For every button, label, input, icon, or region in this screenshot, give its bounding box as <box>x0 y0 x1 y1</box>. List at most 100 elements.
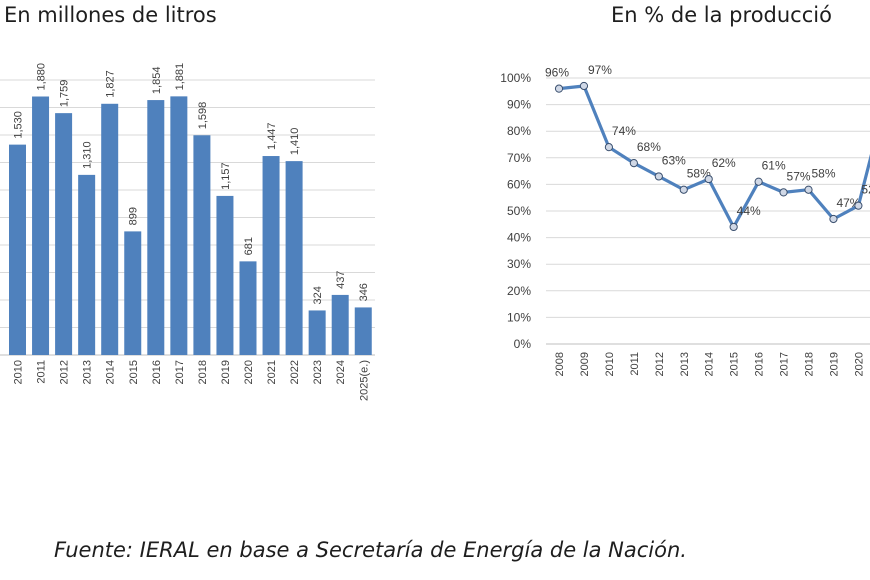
line-x-tick-label: 2016 <box>754 352 766 376</box>
bar-data-label: 1,854 <box>151 67 163 95</box>
bar-2021 <box>262 156 280 355</box>
bar-data-label: 1,759 <box>59 80 71 108</box>
bar-chart-title: En millones de litros <box>4 3 217 27</box>
line-data-label: 52% <box>861 183 870 197</box>
line-x-tick-label: 2017 <box>779 352 791 376</box>
bar-data-label: 1,827 <box>105 70 117 98</box>
line-y-tick-label: 50% <box>507 204 531 218</box>
line-data-label: 62% <box>712 156 736 170</box>
bar-2019 <box>216 195 234 355</box>
bar-2020 <box>239 261 257 355</box>
bar-data-label: 899 <box>128 207 140 225</box>
line-point-2010 <box>604 143 614 152</box>
line-x-tick-label: 2008 <box>554 352 566 376</box>
bar-data-label: 1,310 <box>82 141 94 169</box>
line-data-label: 68% <box>637 140 661 154</box>
bar-data-label: 1,880 <box>36 63 48 91</box>
line-data-label: 97% <box>588 63 612 77</box>
bar-2011 <box>32 96 50 355</box>
line-x-tick-label: 2014 <box>704 352 716 376</box>
line-y-tick-label: 70% <box>507 151 531 165</box>
line-point-2017 <box>779 188 788 197</box>
line-point-2019 <box>829 214 838 224</box>
bar-2023 <box>308 310 326 355</box>
line-point-2011 <box>629 159 638 168</box>
bar-x-tick-label: 2025(e.) <box>358 360 370 401</box>
line-data-label: 61% <box>762 159 786 173</box>
line-y-tick-label: 20% <box>507 284 531 298</box>
line-point-2020 <box>854 201 863 210</box>
line-x-tick-label: 2009 <box>579 352 591 376</box>
line-point-2009 <box>579 81 589 91</box>
bar-x-tick-label: 2018 <box>197 360 209 384</box>
bar-2010 <box>9 144 26 355</box>
line-data-label: 63% <box>662 153 686 167</box>
line-x-tick-label: 2011 <box>629 352 641 376</box>
bar-x-tick-label: 2022 <box>289 360 301 384</box>
bar-x-tick-label: 2015 <box>128 360 140 384</box>
line-point-2016 <box>754 177 763 186</box>
bar-data-label: 437 <box>335 271 347 289</box>
bar-data-label: 1,410 <box>289 128 301 156</box>
bar-x-tick-label: 2014 <box>105 360 117 384</box>
bar-x-tick-label: 2019 <box>220 360 232 384</box>
bar-x-tick-label: 2016 <box>151 360 163 384</box>
line-y-tick-label: 100% <box>500 71 531 85</box>
line-y-tick-label: 10% <box>507 310 531 324</box>
line-point-2015 <box>729 222 738 232</box>
line-x-tick-label: 2012 <box>654 352 666 376</box>
line-data-label: 96% <box>545 66 569 80</box>
bar-x-tick-label: 2011 <box>36 360 48 384</box>
line-series: 96% 2008 97% 2009 74% 2010 68% 2011 63% 2012 58% 20… <box>545 63 870 376</box>
line-data-label: 44% <box>737 204 761 218</box>
bar-2012 <box>55 113 73 355</box>
line-point-2014 <box>704 174 713 184</box>
bar-2018 <box>193 135 211 355</box>
bar-data-label: 681 <box>243 237 255 255</box>
line-x-tick-label: 2020 <box>853 352 865 376</box>
line-data-label: 58% <box>687 167 711 181</box>
bar-x-tick-label: 2010 <box>13 360 25 384</box>
line-chart-title: En % de la producció <box>611 3 832 27</box>
line-data-label: 74% <box>612 124 636 138</box>
bar-data-label: 1,447 <box>266 123 278 151</box>
line-series-path <box>558 84 870 229</box>
line-y-tick-label: 60% <box>507 177 531 191</box>
bar-2013 <box>78 174 96 355</box>
bar-x-tick-label: 2012 <box>59 360 71 384</box>
line-x-tick-label: 2019 <box>828 352 840 376</box>
bar-data-label: 346 <box>358 283 370 301</box>
bar-2022 <box>285 161 303 355</box>
line-y-tick-label: 40% <box>507 231 531 245</box>
line-data-label: 57% <box>787 169 811 183</box>
bar-x-tick-label: 2020 <box>243 360 255 384</box>
bar-data-label: 1,530 <box>13 111 25 139</box>
line-point-2018 <box>804 185 813 194</box>
line-y-tick-label: 80% <box>507 124 531 138</box>
bar-2025(e.) <box>354 307 372 355</box>
line-y-tick-label: 30% <box>507 257 531 271</box>
bar-data-label: 1,881 <box>174 63 186 91</box>
line-point-2012 <box>654 172 663 181</box>
line-x-tick-label: 2018 <box>804 352 816 376</box>
bar-x-tick-label: 2023 <box>312 360 324 384</box>
bar-2015 <box>124 231 142 355</box>
bar-data-label: 1,598 <box>197 102 209 130</box>
bar-2024 <box>331 294 349 355</box>
bar-2017 <box>170 96 188 356</box>
line-gridlines: 0% 10% 20% 30% 40% 50% 60% 70% 80% 90% 100% <box>500 71 870 351</box>
bar-x-tick-label: 2021 <box>266 360 278 384</box>
bar-series: 1,530 2010 1,880 2011 1,759 2012 1,310 2013 1,82… <box>9 63 372 401</box>
bar-data-label: 1,157 <box>220 162 232 190</box>
bar-data-label: 324 <box>312 286 324 304</box>
line-point-2008 <box>554 84 564 93</box>
source-footnote: Fuente: IERAL en base a Secretaría de En… <box>54 538 687 562</box>
line-x-tick-label: 2015 <box>729 352 741 376</box>
line-point-2013 <box>679 185 688 194</box>
line-y-tick-label: 90% <box>507 98 531 112</box>
bar-2016 <box>147 100 165 355</box>
line-x-tick-label: 2010 <box>604 352 616 376</box>
bar-2014 <box>101 103 119 355</box>
bar-x-tick-label: 2013 <box>82 360 94 384</box>
